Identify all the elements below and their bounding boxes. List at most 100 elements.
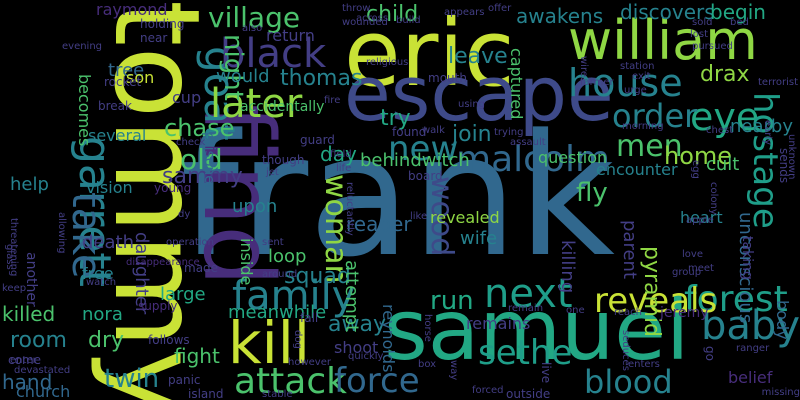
word-fall: fall (300, 311, 319, 325)
word-panic: panic (168, 373, 201, 387)
word-mouth: mouth (428, 71, 467, 85)
word-reach: reach (614, 307, 643, 318)
word-near: near (140, 31, 168, 45)
word-join: join (452, 122, 492, 147)
word-keep: keep (2, 283, 27, 294)
word-reynolds: reynolds (379, 304, 398, 373)
word-blood: blood (584, 363, 673, 400)
word-malcolm: malcolm (456, 139, 611, 180)
word-force: force (334, 361, 420, 400)
word-awakens: awakens (516, 4, 604, 28)
word-tree: tree (108, 60, 145, 81)
word-twin: twin (104, 364, 160, 394)
word-village: village (208, 1, 301, 34)
word-several: several (88, 126, 147, 145)
word-room: room (10, 328, 67, 353)
word-allowing: allowing (56, 212, 67, 254)
word-leave: leave (448, 44, 508, 69)
word-though: though (262, 153, 305, 167)
word-death: death (82, 232, 134, 253)
word-loop: loop (268, 246, 307, 267)
word-next: next (484, 271, 573, 317)
word-behindwitch: behindwitch (360, 150, 470, 171)
word-dry: dry (88, 328, 125, 353)
word-evening: evening (62, 41, 103, 52)
word-remains: remains (466, 314, 531, 333)
word-enters: enters (628, 359, 660, 370)
word-around: around (262, 269, 298, 280)
word-men: men (616, 129, 683, 164)
word-check: check (176, 137, 206, 148)
word-another: another (23, 252, 39, 307)
word-field: field (330, 149, 352, 160)
word-outside: outside (506, 387, 551, 400)
word-order: order (612, 97, 698, 135)
word-jeremy: jeremy (660, 305, 709, 321)
word-help: help (10, 174, 49, 195)
word-cult: cult (706, 154, 740, 175)
word-attempt: attempt (341, 260, 362, 333)
word-life: life (336, 163, 352, 174)
word-william: william (568, 9, 758, 72)
word-would: would (216, 66, 270, 87)
word-quickly: quickly (348, 351, 384, 362)
word-disappearance: disappearance (126, 257, 200, 268)
word-free: free (82, 264, 114, 283)
word-one: one (566, 305, 585, 316)
word-go: go (703, 346, 717, 361)
word-religious: religious (366, 57, 409, 68)
word-accidentally: accidentally (240, 99, 325, 115)
word-apple: apple (686, 215, 714, 226)
word-also: also (242, 23, 263, 34)
word-family: family (232, 273, 356, 319)
word-chase: chase (164, 114, 235, 142)
word-kill: kill (228, 309, 310, 377)
word-pursued: pursued (692, 41, 733, 52)
word-love: love (682, 249, 703, 260)
word-jet: jet (266, 167, 279, 178)
word-reaper: reaper (346, 212, 412, 236)
word-come: come (8, 353, 42, 367)
word-fly: fly (576, 178, 608, 208)
word-farmer: farmer (580, 77, 614, 88)
word-forced: forced (472, 385, 504, 396)
word-lost: lost (690, 29, 709, 40)
word-found: found (392, 125, 427, 139)
word-child: child (366, 2, 419, 27)
word-sammy: sammy (162, 164, 243, 189)
word-black: black (220, 31, 327, 77)
word-terrorist: terrorist (758, 77, 799, 88)
word-killed: killed (2, 302, 56, 326)
word-nearby: nearby (730, 116, 793, 137)
word-fight: fight (174, 344, 220, 368)
word-colony: colony (708, 182, 719, 215)
word-reluctantly: reluctantly (344, 182, 355, 236)
word-meet: meet (688, 263, 714, 274)
word-board: board (408, 169, 443, 183)
word-sethe: sethe (478, 333, 573, 373)
word-thomas: thomas (280, 66, 363, 91)
word-live: live (539, 362, 553, 384)
word-inside: inside (237, 238, 256, 286)
word-young: young (154, 181, 192, 195)
word-holding: holding (140, 17, 185, 31)
word-new: new (388, 129, 459, 169)
word-using: using (458, 99, 486, 110)
word-later: later (210, 81, 303, 127)
word-eric: eric (344, 0, 515, 107)
word-upon: upon (232, 196, 278, 217)
word-shoot: shoot (334, 338, 379, 357)
word-build: build (396, 15, 421, 26)
word-try: try (380, 106, 411, 131)
word-old: old (180, 143, 223, 176)
word-attack: attack (234, 361, 347, 400)
word-raymond: raymond (96, 0, 168, 19)
word-squad: squad (284, 264, 351, 289)
word-eye: eye (690, 95, 760, 139)
word-sold: sold (692, 17, 713, 28)
word-trying: trying (494, 127, 524, 138)
word-parent: parent (619, 220, 640, 280)
word-devastated: devastated (14, 365, 71, 376)
word-wire: wire (578, 56, 589, 78)
word-stable: stable (262, 389, 293, 400)
